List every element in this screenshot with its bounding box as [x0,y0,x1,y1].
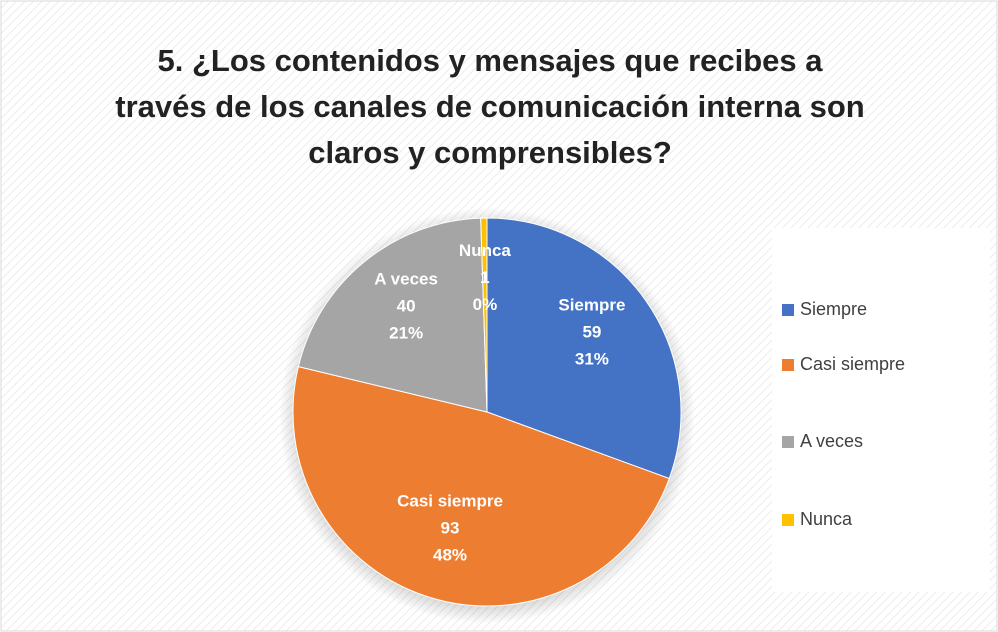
legend-label: Siempre [800,299,867,319]
chart-title: 5. ¿Los contenidos y mensajes que recibe… [115,43,865,170]
data-label-value: 40 [397,297,416,316]
legend-swatch [782,514,794,526]
data-label-percent: 31% [575,350,609,369]
legend-box [772,228,990,592]
data-label-value: 59 [582,323,601,342]
pie-slice [486,217,682,480]
data-label-name: Casi siempre [397,492,503,511]
data-label-percent: 21% [389,324,423,343]
data-label-name: Nunca [459,241,512,260]
legend-swatch [782,304,794,316]
legend-swatch [782,359,794,371]
legend-label: Casi siempre [800,354,905,374]
pie-slice [292,366,670,607]
data-label-percent: 48% [433,546,467,565]
legend-label: Nunca [800,509,853,529]
pie-slice [297,217,488,413]
data-label-name: Siempre [558,296,625,315]
legend-label: A veces [800,431,863,451]
data-label-value: 1 [480,268,489,287]
data-label-name: A veces [374,270,438,289]
data-label-percent: 0% [473,295,498,314]
data-label-value: 93 [441,519,460,538]
legend-swatch [782,436,794,448]
pie-slice [480,217,488,413]
